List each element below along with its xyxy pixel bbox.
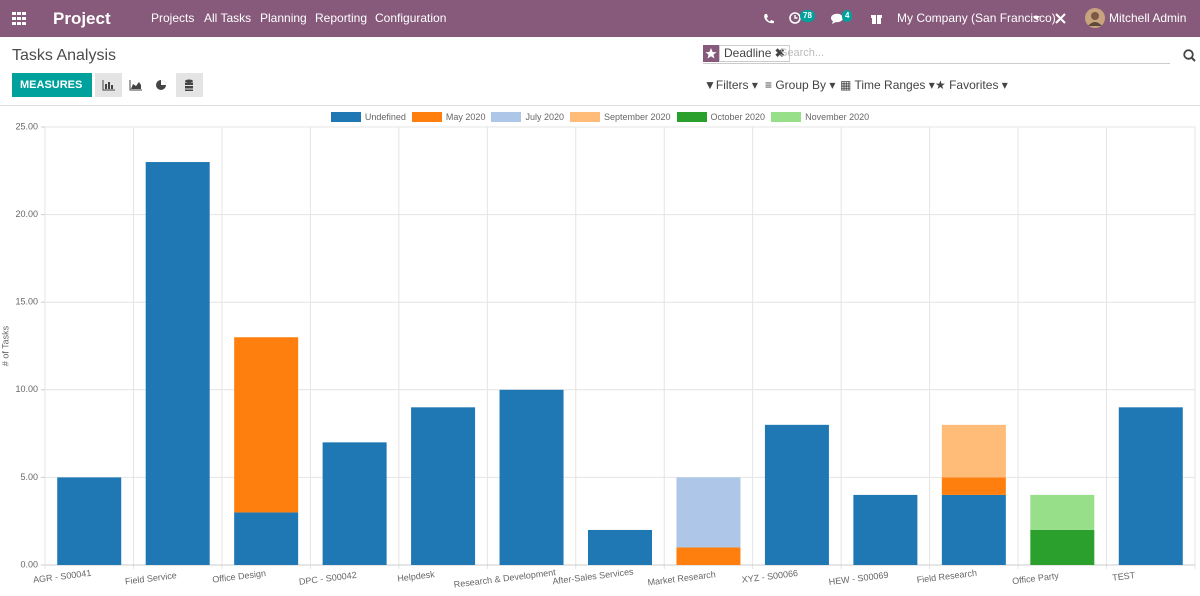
menu-item[interactable]: Reporting: [315, 0, 367, 37]
search-placeholder: Search...: [780, 47, 824, 59]
x-tick-label: After-Sales Services: [552, 566, 635, 586]
x-tick-label: Office Design: [212, 568, 267, 584]
company-switcher[interactable]: My Company (San Francisco): [897, 0, 1056, 37]
bar-segment: [853, 495, 917, 565]
y-tick-label: 10.00: [15, 384, 38, 394]
menu-item[interactable]: Configuration: [375, 0, 446, 37]
bar-segment: [1119, 407, 1183, 565]
bar-segment: [765, 425, 829, 565]
app-name[interactable]: Project: [53, 0, 111, 37]
y-tick-label: 20.00: [15, 209, 38, 219]
menu-item[interactable]: Planning: [260, 0, 307, 37]
bar-segment: [411, 407, 475, 565]
x-tick-label: XYZ - S00066: [741, 568, 798, 585]
bar-segment: [57, 477, 121, 565]
caret: [1033, 16, 1040, 21]
menu-item[interactable]: Projects: [151, 0, 194, 37]
x-tick-label: HEW - S00069: [828, 570, 889, 587]
x-tick-label: TEST: [1112, 570, 1137, 583]
line-view-button[interactable]: [122, 73, 149, 97]
bar-segment: [942, 425, 1006, 478]
bar-segment: [942, 495, 1006, 565]
facet-icon: [703, 45, 719, 62]
search-icon[interactable]: [1183, 49, 1196, 62]
navbar: Project Projects All Tasks Planning Repo…: [0, 0, 1200, 37]
pie-view-button[interactable]: [148, 73, 175, 97]
bar-segment: [1030, 530, 1094, 565]
control-panel: Tasks Analysis Deadline ✖ Search... MEAS…: [0, 37, 1200, 106]
x-tick-label: Market Research: [647, 569, 716, 587]
menu-item[interactable]: All Tasks: [204, 0, 251, 37]
y-tick-label: 0.00: [20, 559, 38, 569]
bar-segment: [500, 390, 564, 565]
filter-label: Time Ranges: [854, 78, 925, 92]
facet-label: Deadline: [724, 46, 771, 60]
y-tick-label: 5.00: [20, 472, 38, 482]
filter-label: Favorites: [949, 78, 998, 92]
activity-badge: 78: [800, 10, 815, 22]
bar-segment: [588, 530, 652, 565]
bar-segment: [1030, 495, 1094, 530]
chart: # of Tasks 0.00 5.00 10.00 15.00 20.00 25.00 A…: [0, 105, 1200, 596]
bar-view-button[interactable]: [95, 73, 122, 97]
search-box[interactable]: Deadline ✖ Search...: [703, 44, 1170, 64]
bar-segment: [234, 512, 298, 565]
bar-segment: [942, 477, 1006, 495]
breadcrumb: Tasks Analysis: [12, 47, 116, 65]
debug-icon[interactable]: [1055, 13, 1066, 24]
y-tick-label: 15.00: [15, 297, 38, 307]
groupby-menu[interactable]: ≡ Group By ▾: [765, 78, 835, 92]
filter-label: Group By: [775, 78, 826, 92]
x-tick-label: Research & Development: [453, 567, 557, 589]
y-axis-label: # of Tasks: [0, 325, 10, 366]
bar-segment: [234, 337, 298, 512]
x-tick-label: Field Research: [916, 568, 977, 585]
user-menu[interactable]: Mitchell Admin: [1109, 0, 1186, 37]
avatar[interactable]: [1085, 8, 1105, 28]
y-tick-label: 25.00: [15, 121, 38, 131]
stacked-button[interactable]: [176, 73, 203, 97]
x-tick-label: Office Party: [1012, 570, 1060, 586]
filters-menu[interactable]: ▼Filters ▾: [704, 78, 758, 92]
x-tick-label: AGR - S00041: [32, 568, 91, 585]
timeranges-menu[interactable]: ▦ Time Ranges ▾: [840, 78, 935, 92]
bar-segment: [676, 477, 740, 547]
measures-label: MEASURES: [20, 79, 82, 91]
gift-icon[interactable]: [871, 12, 882, 24]
x-tick-label: Field Service: [124, 570, 177, 586]
favorites-menu[interactable]: ★ Favorites ▾: [935, 78, 1008, 92]
bar-segment: [146, 162, 210, 565]
bar-segment: [676, 547, 740, 565]
message-badge: 4: [842, 10, 852, 22]
phone-icon[interactable]: [763, 13, 774, 24]
apps-icon[interactable]: [12, 12, 26, 25]
measures-button[interactable]: MEASURES ▼: [12, 73, 92, 97]
x-tick-label: Helpdesk: [397, 569, 436, 584]
x-tick-label: DPC - S00042: [298, 570, 357, 587]
bar-segment: [323, 442, 387, 565]
filter-label: Filters: [716, 78, 749, 92]
